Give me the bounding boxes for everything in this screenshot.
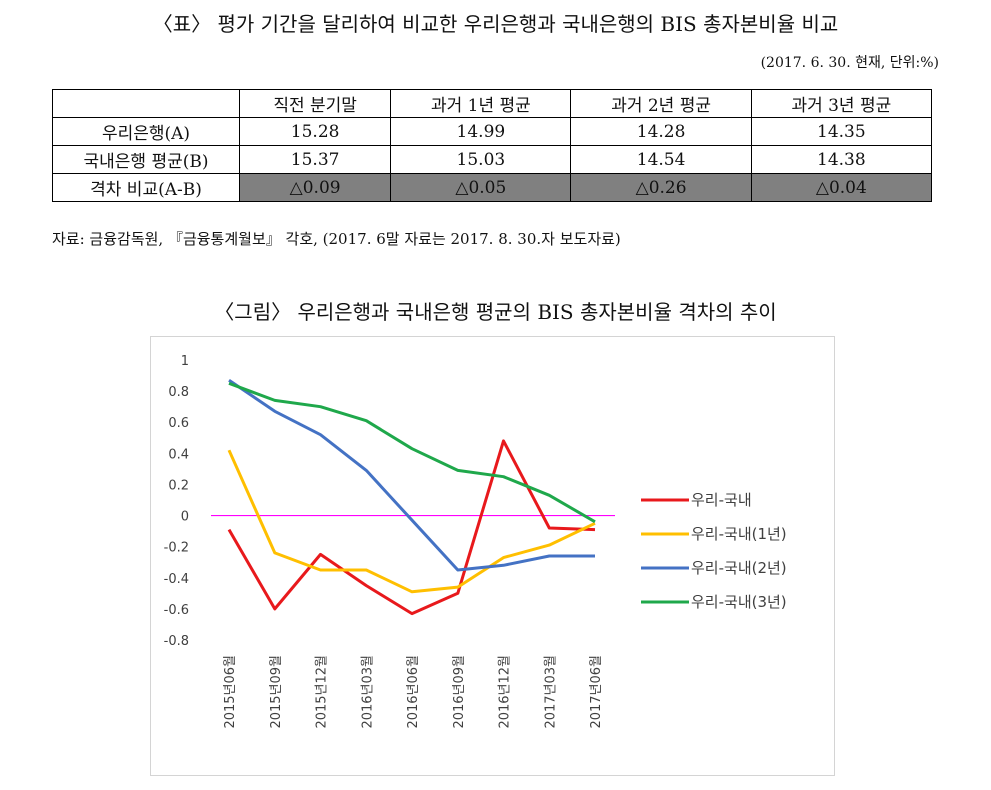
series-line <box>228 381 596 524</box>
y-tick-label: -0.6 <box>164 603 189 618</box>
legend-label: 우리-국내(2년) <box>691 559 787 577</box>
x-tick-label: 2016년12월 <box>498 655 513 729</box>
y-tick-label: -0.2 <box>164 541 189 556</box>
x-tick-label: 2015년12월 <box>315 655 330 729</box>
x-tick-label: 2016년03월 <box>360 655 375 729</box>
table-cell: 14.28 <box>570 117 752 146</box>
series-line <box>227 439 596 616</box>
table-cell: △0.04 <box>750 173 933 202</box>
x-tick-label: 2015년06월 <box>223 655 238 729</box>
chart-frame: 1 0.8 0.6 0.4 0.2 0 -0.2 -0.4 -0.6 -0.8 2015년06월 20… <box>150 336 835 776</box>
x-tick-label: 2016년06월 <box>406 655 421 729</box>
table-row-difference: 격차 비교(A-B) △0.09 △0.05 △0.26 △0.04 <box>52 173 933 202</box>
table-cell: △0.26 <box>570 173 752 202</box>
x-tick-label: 2016년09월 <box>452 655 467 729</box>
row-label: 국내은행 평균(B) <box>52 145 240 174</box>
table-cell: △0.05 <box>390 173 572 202</box>
y-tick-label: 0.8 <box>168 385 189 400</box>
table-cell: 14.35 <box>750 117 933 146</box>
line-chart: 1 0.8 0.6 0.4 0.2 0 -0.2 -0.4 -0.6 -0.8 2015년06월 20… <box>164 354 787 729</box>
table-header-row: 직전 분기말 과거 1년 평균 과거 2년 평균 과거 3년 평균 <box>52 89 933 118</box>
figure-title: 〈그림〉 우리은행과 국내은행 평균의 BIS 총자본비율 격차의 추이 <box>214 300 777 324</box>
table-cell: △0.09 <box>238 173 392 202</box>
x-tick-label: 2017년06월 <box>589 655 604 729</box>
table-header-cell: 과거 1년 평균 <box>390 89 572 118</box>
table-cell: 15.28 <box>238 117 392 146</box>
legend-label: 우리-국내 <box>691 491 752 509</box>
table-header-corner <box>52 89 240 118</box>
table-row: 국내은행 평균(B) 15.37 15.03 14.54 14.38 <box>52 145 933 174</box>
y-tick-label: -0.8 <box>164 634 189 649</box>
y-tick-label: 0.4 <box>168 447 189 462</box>
table-cell: 14.99 <box>390 117 572 146</box>
table-cell: 14.54 <box>570 145 752 174</box>
source-note: 자료: 금융감독원, 『금융통계월보』 각호, (2017. 6말 자료는 20… <box>52 230 621 248</box>
row-label: 우리은행(A) <box>52 117 240 146</box>
table-cell: 15.03 <box>390 145 572 174</box>
table-header-cell: 과거 2년 평균 <box>570 89 752 118</box>
row-label: 격차 비교(A-B) <box>52 173 240 202</box>
series-line <box>228 378 595 572</box>
bis-ratio-table: 직전 분기말 과거 1년 평균 과거 2년 평균 과거 3년 평균 우리은행(A… <box>52 89 933 202</box>
table-title: 〈표〉 평가 기간을 달리하여 비교한 우리은행과 국내은행의 BIS 총자본비… <box>152 12 839 36</box>
x-tick-label: 2015년09월 <box>269 655 284 729</box>
table-header-cell: 과거 3년 평균 <box>750 89 933 118</box>
y-tick-label: 0.6 <box>168 416 189 431</box>
table-header-cell: 직전 분기말 <box>238 89 392 118</box>
y-tick-label: 1 <box>181 354 189 369</box>
x-tick-label: 2017년03월 <box>543 655 558 729</box>
legend-label: 우리-국내(1년) <box>691 525 787 543</box>
series-line <box>227 449 596 594</box>
table-unit-note: (2017. 6. 30. 현재, 단위:%) <box>760 55 939 71</box>
y-tick-label: 0 <box>181 510 189 525</box>
y-tick-label: -0.4 <box>164 572 189 587</box>
y-tick-label: 0.2 <box>168 478 189 493</box>
table-row: 우리은행(A) 15.28 14.99 14.28 14.35 <box>52 117 933 146</box>
legend-label: 우리-국내(3년) <box>691 593 787 611</box>
table-cell: 15.37 <box>238 145 392 174</box>
table-cell: 14.38 <box>750 145 933 174</box>
